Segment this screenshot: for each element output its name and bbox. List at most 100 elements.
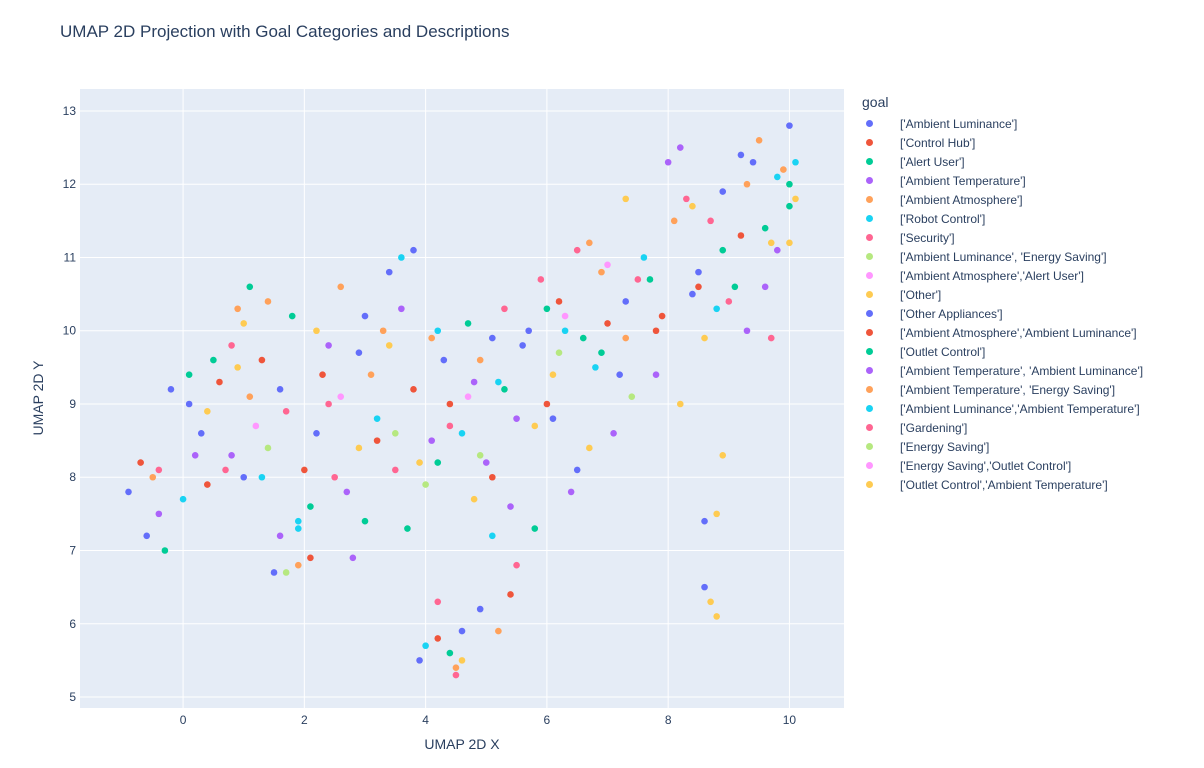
- scatter-point[interactable]: [761, 283, 769, 291]
- legend-item[interactable]: ['Energy Saving']: [862, 437, 1143, 456]
- scatter-point[interactable]: [373, 415, 381, 422]
- scatter-point[interactable]: [125, 488, 132, 496]
- scatter-point[interactable]: [161, 547, 169, 554]
- scatter-point[interactable]: [204, 408, 211, 415]
- scatter-point[interactable]: [422, 481, 429, 488]
- scatter-point[interactable]: [464, 320, 472, 327]
- scatter-point[interactable]: [155, 510, 163, 518]
- scatter-point[interactable]: [264, 444, 272, 452]
- scatter-point[interactable]: [531, 422, 539, 430]
- scatter-point[interactable]: [713, 613, 720, 620]
- scatter-point[interactable]: [495, 627, 502, 635]
- scatter-point[interactable]: [489, 473, 496, 481]
- scatter-point[interactable]: [501, 386, 508, 393]
- scatter-point[interactable]: [664, 158, 672, 166]
- scatter-point[interactable]: [325, 342, 332, 349]
- scatter-point[interactable]: [652, 327, 660, 335]
- legend-item[interactable]: ['Other Appliances']: [862, 304, 1143, 323]
- legend-item[interactable]: ['Robot Control']: [862, 209, 1143, 228]
- scatter-point[interactable]: [446, 649, 454, 657]
- scatter-point[interactable]: [513, 415, 520, 422]
- scatter-point[interactable]: [507, 503, 514, 510]
- scatter-point[interactable]: [476, 451, 484, 459]
- scatter-point[interactable]: [470, 378, 478, 386]
- scatter-point[interactable]: [543, 305, 551, 313]
- scatter-point[interactable]: [252, 422, 260, 430]
- scatter-point[interactable]: [549, 371, 557, 378]
- scatter-point[interactable]: [392, 429, 399, 437]
- scatter-point[interactable]: [592, 364, 599, 371]
- scatter-point[interactable]: [355, 349, 363, 357]
- scatter-point[interactable]: [470, 495, 478, 503]
- scatter-point[interactable]: [319, 371, 326, 378]
- scatter-point[interactable]: [689, 290, 696, 298]
- legend-item[interactable]: ['Control Hub']: [862, 133, 1143, 152]
- scatter-point[interactable]: [573, 466, 581, 474]
- scatter-point[interactable]: [573, 246, 581, 254]
- scatter-point[interactable]: [416, 459, 423, 466]
- plot-area[interactable]: [80, 89, 844, 708]
- legend-item[interactable]: ['Security']: [862, 228, 1143, 247]
- scatter-point[interactable]: [737, 151, 745, 159]
- scatter-point[interactable]: [476, 605, 484, 613]
- scatter-point[interactable]: [713, 510, 720, 518]
- scatter-point[interactable]: [579, 334, 587, 342]
- scatter-point[interactable]: [428, 334, 435, 342]
- legend-item[interactable]: ['Energy Saving','Outlet Control']: [862, 456, 1143, 475]
- scatter-point[interactable]: [598, 268, 605, 276]
- scatter-point[interactable]: [616, 371, 623, 378]
- scatter-point[interactable]: [361, 517, 369, 525]
- scatter-point[interactable]: [537, 276, 545, 283]
- scatter-point[interactable]: [434, 459, 442, 466]
- legend-item[interactable]: ['Ambient Luminance']: [862, 114, 1143, 133]
- scatter-point[interactable]: [446, 422, 454, 430]
- scatter-point[interactable]: [458, 429, 466, 437]
- scatter-point[interactable]: [586, 444, 593, 452]
- scatter-point[interactable]: [786, 122, 793, 129]
- scatter-point[interactable]: [337, 393, 345, 400]
- scatter-point[interactable]: [282, 569, 290, 576]
- scatter-point[interactable]: [167, 386, 175, 393]
- scatter-point[interactable]: [155, 466, 163, 474]
- scatter-point[interactable]: [434, 598, 442, 606]
- scatter-point[interactable]: [246, 393, 254, 400]
- legend-item[interactable]: ['Other']: [862, 285, 1143, 304]
- scatter-point[interactable]: [774, 246, 781, 254]
- scatter-point[interactable]: [276, 386, 284, 393]
- scatter-point[interactable]: [713, 305, 720, 313]
- scatter-point[interactable]: [143, 532, 150, 540]
- scatter-point[interactable]: [604, 261, 611, 269]
- scatter-point[interactable]: [452, 664, 460, 672]
- scatter-point[interactable]: [489, 334, 496, 342]
- scatter-point[interactable]: [307, 554, 314, 562]
- scatter-point[interactable]: [307, 503, 314, 510]
- scatter-point[interactable]: [640, 254, 648, 261]
- scatter-point[interactable]: [743, 180, 751, 188]
- scatter-point[interactable]: [737, 232, 745, 239]
- scatter-point[interactable]: [446, 400, 454, 408]
- scatter-point[interactable]: [495, 378, 502, 386]
- scatter-point[interactable]: [598, 349, 605, 357]
- scatter-point[interactable]: [701, 583, 708, 591]
- scatter-point[interactable]: [404, 525, 411, 532]
- scatter-point[interactable]: [725, 298, 733, 305]
- scatter-point[interactable]: [695, 268, 702, 276]
- scatter-point[interactable]: [392, 466, 399, 474]
- legend-item[interactable]: ['Ambient Temperature', 'Ambient Luminan…: [862, 361, 1143, 380]
- legend-item[interactable]: ['Ambient Temperature']: [862, 171, 1143, 190]
- scatter-point[interactable]: [780, 166, 787, 173]
- scatter-point[interactable]: [452, 671, 460, 679]
- scatter-point[interactable]: [567, 488, 575, 496]
- scatter-point[interactable]: [234, 364, 241, 371]
- scatter-point[interactable]: [240, 320, 248, 327]
- scatter-point[interactable]: [646, 276, 654, 283]
- scatter-point[interactable]: [385, 342, 393, 349]
- scatter-point[interactable]: [313, 327, 320, 335]
- scatter-point[interactable]: [604, 320, 611, 327]
- scatter-point[interactable]: [416, 657, 423, 664]
- scatter-point[interactable]: [683, 195, 690, 203]
- scatter-point[interactable]: [767, 239, 775, 247]
- scatter-point[interactable]: [489, 532, 496, 540]
- legend-item[interactable]: ['Ambient Atmosphere']: [862, 190, 1143, 209]
- scatter-point[interactable]: [743, 327, 751, 335]
